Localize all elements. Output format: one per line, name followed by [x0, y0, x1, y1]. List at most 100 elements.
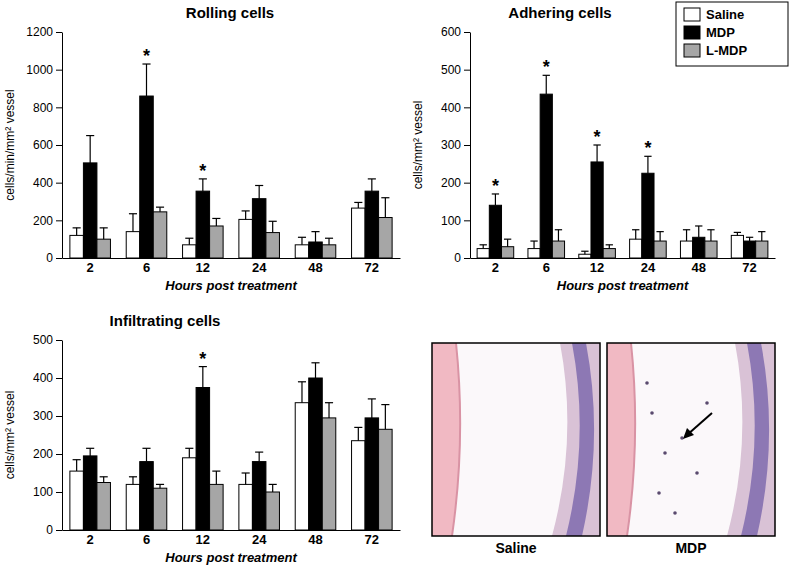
tick: 1000: [26, 63, 62, 77]
legend-label: L-MDP: [706, 43, 747, 58]
x-axis: 2612244872: [471, 259, 776, 276]
error-bar-cap: [311, 362, 319, 363]
bar: [266, 492, 280, 530]
error-bar-cap: [480, 244, 487, 245]
error-bar-stem: [272, 221, 273, 232]
error-bar: [707, 230, 714, 241]
error-bar-cap: [212, 218, 220, 219]
bar: [365, 191, 379, 258]
error-bar: [695, 226, 702, 237]
bar: [477, 249, 489, 258]
plot-area: [70, 363, 392, 530]
error-bar-cap: [354, 202, 362, 203]
error-bar-cap: [129, 476, 137, 477]
error-bar-cap: [504, 239, 511, 240]
bar: [642, 173, 654, 258]
bar: [489, 205, 501, 258]
error-bar-stem: [533, 241, 534, 249]
error-bar-stem: [660, 232, 661, 241]
bar: [140, 96, 154, 258]
error-bar-stem: [328, 238, 329, 245]
error-bar: [142, 448, 150, 461]
tick: 0: [46, 523, 62, 537]
error-bar: [530, 241, 537, 249]
error-bar-cap: [156, 207, 164, 208]
error-bar-cap: [758, 231, 765, 232]
error-bar: [156, 484, 164, 488]
bar: [210, 484, 224, 530]
tick: 72: [365, 532, 379, 547]
error-bar-stem: [103, 477, 104, 483]
bar: [579, 254, 591, 258]
error-bar-stem: [245, 211, 246, 219]
series: [83, 363, 378, 530]
tick-label: 300: [33, 409, 53, 423]
tick-mark: [56, 220, 62, 221]
tick: 72: [365, 260, 379, 275]
tick-mark: [56, 145, 62, 146]
error-bar: [543, 75, 550, 94]
legend-swatch: [684, 44, 700, 57]
error-bar-cap: [298, 237, 306, 238]
axis-line: [62, 341, 63, 531]
error-bar-stem: [358, 427, 359, 440]
y-axis: 0100200300400500600: [441, 25, 471, 265]
micrograph-background: [607, 343, 775, 536]
error-bar: [325, 238, 333, 245]
tick: 48: [308, 532, 322, 547]
tick-label: 6: [543, 260, 550, 275]
micrograph: [607, 343, 775, 536]
tick-label: 0: [46, 523, 53, 537]
error-bar-stem: [272, 484, 273, 492]
bar: [83, 163, 97, 258]
error-bar-cap: [632, 229, 639, 230]
bar: [352, 208, 366, 258]
error-bar: [269, 221, 277, 232]
tick: 200: [33, 447, 62, 461]
error-bar-stem: [371, 179, 372, 191]
error-bar: [381, 198, 389, 218]
bar: [183, 458, 197, 530]
bar: [183, 245, 197, 258]
bar: [756, 241, 768, 258]
tick-label: 1000: [26, 63, 53, 77]
error-bar-stem: [159, 207, 160, 212]
tick: 400: [33, 371, 62, 385]
bar: [705, 241, 717, 258]
bar: [379, 429, 393, 530]
bar: [97, 239, 111, 258]
bar: [252, 462, 266, 530]
tick-label: 72: [365, 260, 379, 275]
series: [489, 75, 755, 258]
error-bar-cap: [129, 213, 137, 214]
bar: [309, 242, 323, 258]
tick-mark: [56, 530, 62, 531]
plot-area: [70, 64, 392, 258]
error-bar-cap: [185, 238, 193, 239]
bar: [70, 235, 84, 258]
tissue-layer: [741, 343, 769, 536]
error-bar: [311, 232, 319, 242]
bar: [630, 239, 642, 258]
error-bar: [100, 477, 108, 483]
error-bar-cap: [325, 402, 333, 403]
tick: 500: [441, 63, 470, 77]
tick-label: 100: [441, 214, 461, 228]
legend: SalineMDPL-MDP: [676, 2, 788, 66]
arrow-shaft: [687, 413, 712, 435]
error-bar: [73, 228, 81, 236]
bar: [252, 199, 266, 258]
tick-label: 200: [33, 214, 53, 228]
tick: 1200: [26, 25, 62, 39]
x-axis-title: Hours post treatment: [557, 278, 689, 293]
bar: [196, 388, 210, 531]
y-axis-title: cells/mm² vessel: [411, 101, 425, 190]
bar: [153, 488, 167, 530]
tick: 6: [543, 260, 550, 275]
error-bar: [311, 363, 319, 378]
error-bar-cap: [381, 197, 389, 198]
tick: 400: [33, 176, 62, 190]
bar: [295, 245, 309, 258]
tick-label: 500: [441, 63, 461, 77]
tick-label: 200: [441, 176, 461, 190]
